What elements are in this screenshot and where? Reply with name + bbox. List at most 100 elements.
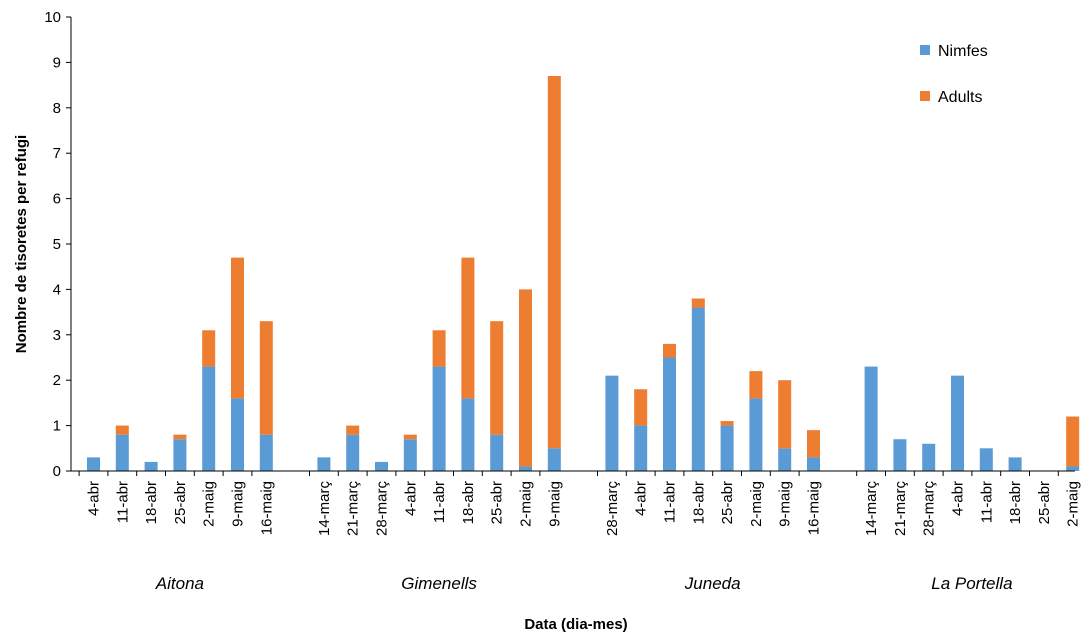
group-label: Juneda [684,574,741,593]
bar-nimfes [461,398,475,471]
bar-nimfes [403,439,417,471]
bar-nimfes [87,457,100,471]
bar-nimfes [749,398,763,471]
bar-adults [231,257,244,399]
group-labels: Aitona Gimenells Juneda La Portella [155,574,1013,593]
x-tick-label: 25-abr [172,481,189,524]
bar-nimfes [231,398,244,471]
bar-nimfes [691,307,705,471]
y-tick-label: 6 [53,191,61,208]
y-tick-label: 0 [53,463,61,480]
x-tick-label: 14-març [863,481,880,537]
bar-nimfes [893,439,907,471]
x-tick-label: 4-abr [86,481,103,516]
bar-nimfes [979,448,993,471]
bar-nimfes [1008,457,1022,471]
bar-nimfes [634,425,648,471]
group-label: La Portella [931,574,1012,593]
y-tick-label: 5 [53,236,61,253]
bar-adults [749,371,763,399]
y-tick-label: 8 [53,100,61,117]
x-tick-label: 11-abr [662,481,679,523]
x-tick-label: 18-abr [460,481,477,524]
bar-nimfes [720,425,734,471]
bar-adults [807,430,820,458]
y-tick-label: 2 [53,372,61,389]
bar-nimfes [115,434,129,471]
bar-nimfes [778,448,792,471]
bar-adults [663,343,676,358]
bar-nimfes [173,439,187,471]
y-tick-label: 7 [53,145,61,162]
legend: Nimfes Adults [920,43,988,106]
legend-swatch-nimfes [920,45,930,55]
x-tick-label: 9-maig [546,481,563,527]
x-tick-label: 28-març [374,481,391,537]
x-tick-label: 25-abr [489,481,506,524]
bar-nimfes [922,443,936,471]
y-tick-label: 3 [53,327,61,344]
bar-adults [1066,416,1080,467]
bar-nimfes [1066,466,1080,471]
y-tick-label: 9 [53,54,61,71]
bar-adults [634,389,648,426]
x-tick-label: 28-març [921,481,938,537]
x-axis: 4-abr 11-abr 18-abr 25-abr 2-maig 9-maig 16-ma… [71,470,1082,537]
bar-nimfes [864,366,878,471]
legend-swatch-adults [920,91,930,101]
x-tick-label: 4-abr [402,481,419,516]
x-tick-label: 16-maig [258,481,275,535]
x-tick-label: 11-abr [978,481,995,523]
y-tick-label: 10 [44,9,61,26]
bar-nimfes [259,434,273,471]
x-tick-label: 4-abr [950,481,967,516]
x-tick-label: 21-març [892,481,909,537]
x-axis-title: Data (dia-mes) [524,616,627,633]
bar-adults [432,330,446,367]
bar-adults [778,380,792,449]
y-tick-label: 1 [53,418,61,435]
bar-adults [691,298,705,308]
x-tick-label: 2-maig [201,481,218,527]
bar-nimfes [951,375,964,471]
bar-nimfes [375,461,388,471]
bar-adults [720,421,734,426]
x-tick-label: 14-març [316,481,333,537]
x-tick-label: 25-abr [1036,481,1053,524]
bar-adults [403,434,417,440]
bar-adults [490,321,504,435]
bar-adults [461,257,475,399]
x-tick-label: 18-abr [143,481,160,524]
x-tick-label: 21-març [345,481,362,537]
bar-adults [202,330,216,367]
group-label: Gimenells [401,574,477,593]
x-tick-label: 28-març [604,481,621,537]
x-tick-label: 4-abr [633,481,650,516]
bar-adults [346,425,360,435]
x-tick-label: 2-maig [1065,481,1082,527]
bar-nimfes [202,366,216,471]
x-tick-label: 18-abr [1007,481,1024,524]
x-tick-label: 11-abr [114,481,131,523]
x-tick-label: 2-maig [518,481,535,527]
bars [87,76,1080,471]
x-tick-label: 2-maig [748,481,765,527]
y-axis-title: Nombre de tisoretes per refugi [13,135,30,353]
bar-nimfes [807,457,820,471]
x-tick-label: 9-maig [777,481,794,527]
bar-nimfes [346,434,360,471]
x-tick-label: 25-abr [719,481,736,524]
legend-label-nimfes: Nimfes [938,43,988,60]
x-tick-label: 11-abr [431,481,448,523]
bar-nimfes [519,466,532,471]
bar-adults [547,76,561,449]
group-label: Aitona [155,574,204,593]
bar-nimfes [317,457,331,471]
bar-adults [519,289,532,467]
bar-nimfes [144,461,158,471]
x-tick-label: 9-maig [230,481,247,527]
bar-nimfes [432,366,446,471]
bar-nimfes [547,448,561,471]
y-axis: 0 1 2 3 4 5 6 7 8 9 10 [44,9,72,480]
